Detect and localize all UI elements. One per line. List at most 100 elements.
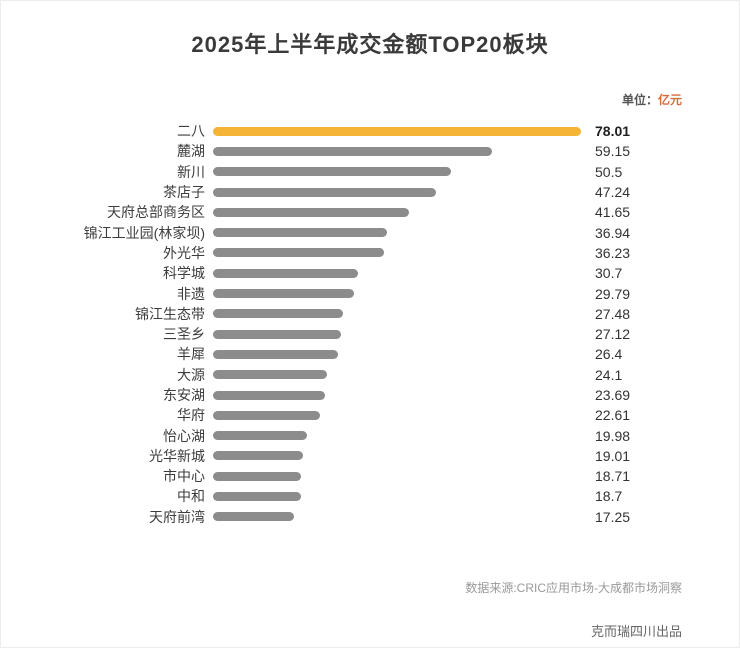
bar-track bbox=[213, 167, 581, 177]
category-label: 光华新城 bbox=[149, 447, 205, 464]
bar-track bbox=[213, 309, 581, 319]
category-label: 外光华 bbox=[163, 244, 205, 261]
value-label: 19.98 bbox=[595, 427, 631, 444]
chart-row: 华府 22.61 bbox=[1, 405, 739, 425]
category-label: 新川 bbox=[177, 163, 205, 180]
chart-title: 2025年上半年成交金额TOP20板块 bbox=[191, 32, 549, 57]
chart-row: 外光华 36.23 bbox=[1, 243, 739, 263]
bar bbox=[213, 207, 410, 217]
bar bbox=[213, 349, 338, 359]
value-label: 22.61 bbox=[595, 407, 631, 424]
bar bbox=[213, 451, 303, 461]
chart-row: 市中心 18.71 bbox=[1, 466, 739, 486]
unit-label: 单位：亿元 bbox=[1, 91, 739, 108]
chart-row: 中和 18.7 bbox=[1, 486, 739, 506]
value-label: 26.4 bbox=[595, 346, 623, 363]
category-label: 大源 bbox=[177, 366, 205, 383]
chart-row: 东安湖 23.69 bbox=[1, 385, 739, 405]
bar-track bbox=[213, 329, 581, 339]
bar bbox=[213, 410, 320, 420]
bar bbox=[213, 390, 325, 400]
data-source-note: 数据来源:CRIC应用市场-大成都市场洞察 bbox=[465, 581, 682, 595]
unit-prefix: 单位： bbox=[621, 93, 658, 107]
category-label: 科学城 bbox=[163, 265, 205, 282]
bar bbox=[213, 289, 354, 299]
highlight-bar bbox=[213, 126, 581, 136]
bar bbox=[213, 512, 295, 522]
bar-track bbox=[213, 431, 581, 441]
value-label: 27.12 bbox=[595, 326, 631, 343]
value-label: 36.23 bbox=[595, 244, 631, 261]
value-label: 47.24 bbox=[595, 184, 631, 201]
chart-row: 锦江生态带 27.48 bbox=[1, 304, 739, 324]
bar-track bbox=[213, 228, 581, 238]
bar-track bbox=[213, 471, 581, 481]
value-label: 27.48 bbox=[595, 305, 631, 322]
value-label: 24.1 bbox=[595, 366, 623, 383]
value-label: 59.15 bbox=[595, 143, 631, 160]
category-label: 二八 bbox=[177, 123, 205, 140]
bar bbox=[213, 370, 327, 380]
bar-track bbox=[213, 512, 581, 522]
category-label: 东安湖 bbox=[163, 387, 205, 403]
chart-row: 怡心湖 19.98 bbox=[1, 425, 739, 445]
chart-row: 科学城 30.7 bbox=[1, 263, 739, 283]
chart-row: 天府前湾 17.25 bbox=[1, 507, 739, 527]
bar bbox=[213, 228, 388, 238]
bar-track bbox=[213, 491, 581, 501]
bar bbox=[213, 167, 452, 177]
bar bbox=[213, 146, 493, 156]
category-label: 怡心湖 bbox=[163, 427, 205, 444]
bar-track bbox=[213, 187, 581, 197]
bar bbox=[213, 491, 302, 501]
chart-row: 麓湖 59.15 bbox=[1, 141, 739, 161]
category-label: 天府总部商务区 bbox=[107, 204, 205, 221]
value-label: 50.5 bbox=[595, 163, 623, 180]
bar-track bbox=[213, 146, 581, 156]
chart-row: 天府总部商务区 41.65 bbox=[1, 202, 739, 222]
chart-row: 羊犀 26.4 bbox=[1, 344, 739, 364]
bar-track bbox=[213, 370, 581, 380]
value-label: 23.69 bbox=[595, 387, 631, 403]
value-label: 41.65 bbox=[595, 204, 631, 221]
category-label: 茶店子 bbox=[163, 184, 205, 201]
chart-row: 新川 50.5 bbox=[1, 162, 739, 182]
category-label: 锦江工业园(林家坝) bbox=[83, 224, 205, 241]
bar bbox=[213, 248, 384, 258]
value-label: 36.94 bbox=[595, 224, 631, 241]
category-label: 羊犀 bbox=[177, 346, 205, 363]
category-label: 三圣乡 bbox=[163, 326, 205, 343]
unit-value: 亿元 bbox=[657, 93, 682, 107]
chart-row: 二八 78.01 bbox=[1, 121, 739, 141]
bar-chart: 二八 78.01 麓湖 59.15 新川 50.5 茶店子 47.24 天府总部商务区 41.65… bbox=[1, 121, 739, 527]
chart-row: 非遗 29.79 bbox=[1, 283, 739, 303]
value-label: 30.7 bbox=[595, 265, 623, 282]
bar bbox=[213, 431, 308, 441]
bar-track bbox=[213, 410, 581, 420]
value-label: 29.79 bbox=[595, 285, 631, 302]
value-label: 19.01 bbox=[595, 447, 631, 464]
bar-track bbox=[213, 268, 581, 278]
chart-row: 光华新城 19.01 bbox=[1, 446, 739, 466]
bar-track bbox=[213, 126, 581, 136]
bar-track bbox=[213, 390, 581, 400]
bar bbox=[213, 309, 343, 319]
category-label: 中和 bbox=[177, 488, 205, 505]
category-label: 麓湖 bbox=[177, 143, 205, 160]
bar bbox=[213, 187, 436, 197]
chart-row: 三圣乡 27.12 bbox=[1, 324, 739, 344]
bar bbox=[213, 268, 358, 278]
value-label: 17.25 bbox=[595, 508, 631, 525]
chart-row: 锦江工业园(林家坝) 36.94 bbox=[1, 222, 739, 242]
bar-track bbox=[213, 289, 581, 299]
value-label: 18.7 bbox=[595, 488, 623, 505]
bar-track bbox=[213, 451, 581, 461]
chart-row: 大源 24.1 bbox=[1, 365, 739, 385]
bar bbox=[213, 471, 302, 481]
chart-row: 茶店子 47.24 bbox=[1, 182, 739, 202]
brand-credit: 克而瑞四川出品 bbox=[590, 624, 682, 639]
bar bbox=[213, 329, 341, 339]
bar-track bbox=[213, 248, 581, 258]
bar-track bbox=[213, 207, 581, 217]
